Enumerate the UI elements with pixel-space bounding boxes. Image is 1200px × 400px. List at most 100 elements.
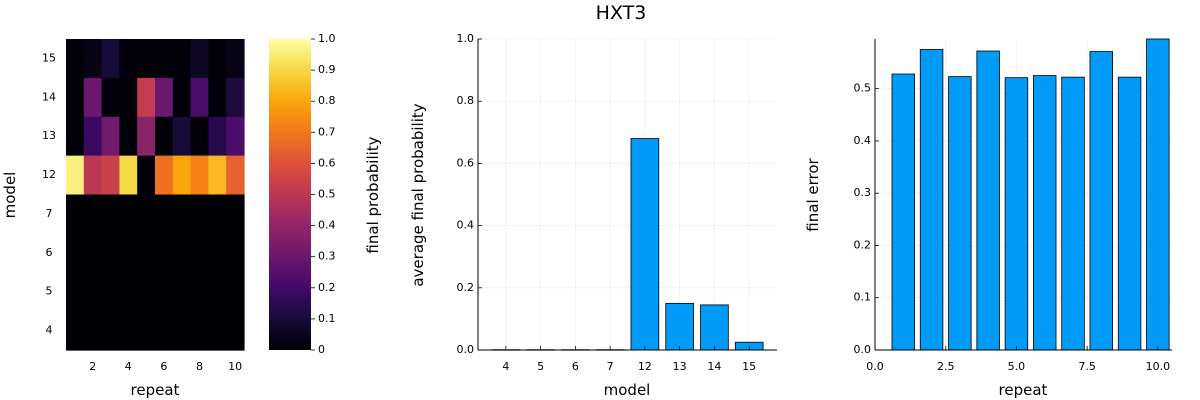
heatmap-cell [101,77,120,118]
model-bar [700,304,729,351]
heatmap-cell [66,39,85,79]
heatmap-cell [208,233,227,273]
heatmap-cell [119,233,138,273]
heatmap-cell [172,194,192,234]
model-bar-x-tick-label: 14 [707,360,721,373]
heatmap-y-axis-label: model [1,172,19,219]
heatmap-cell [119,77,138,118]
colorbar-tick-label: 1.0 [318,32,336,45]
heatmap-x-tick-label: 6 [160,360,167,373]
heatmap-cell [155,39,174,79]
model-bar-x-tick-label: 7 [607,360,614,373]
heatmap-y-tick-label: 4 [46,324,53,337]
heatmap-cell [137,116,156,157]
heatmap-cell [137,194,156,234]
heatmap-cell [66,233,85,273]
heatmap-cell [190,39,209,79]
model-bar-x-tick-label: 6 [572,360,579,373]
heatmap-cell [83,233,103,273]
heatmap-cell [101,194,120,234]
colorbar-tick-label: 0.5 [318,188,336,201]
heatmap-cell [190,233,209,273]
model-bar [630,138,660,351]
heatmap-cell [137,155,156,196]
heatmap-cell [208,77,227,118]
heatmap-cell [66,116,85,157]
heatmap-cell [155,116,174,157]
heatmap-y-tick-label: 14 [42,90,56,103]
model-bar-y-tick-label: 1.0 [457,32,475,45]
heatmap-cell [190,311,209,351]
repeat-bar [891,73,916,351]
heatmap-cell [172,233,192,273]
heatmap-cell [208,311,227,351]
repeat-bar-x-tick-label: 5.0 [1008,360,1026,373]
heatmap-cell [226,194,245,234]
repeat-bar-y-tick-label: 0.5 [854,82,872,95]
heatmap-cell [83,39,103,79]
heatmap-y-tick-label: 12 [42,168,56,181]
model-bar-x-tick-label: 4 [502,360,509,373]
heatmap-cell [190,272,209,312]
repeat-bar-axes: 0.0 0.1 0.2 0.3 0.4 0.5 0.0 2.5 5.0 7.5 10.0 [854,39,1172,373]
heatmap-cell [83,77,103,118]
model-bar-y-tick-label: 0.0 [457,343,475,356]
heatmap-cell [137,233,156,273]
colorbar-tick-label: 0.3 [318,250,336,263]
heatmap-cell [190,77,209,118]
repeat-bars [891,38,1170,351]
repeat-bar-x-tick-label: 10.0 [1146,360,1171,373]
repeat-bar-y-tick-label: 0.1 [854,291,872,304]
model-bar-y-tick-label: 0.4 [457,219,475,232]
heatmap-cell [101,39,120,79]
heatmap-cell [119,116,138,157]
heatmap-cell [101,233,120,273]
model-bar-panel: 0.0 0.2 0.4 0.6 0.8 1.0 4 5 6 7 12 13 14 15 model ave… [409,32,777,399]
colorbar-tick-label: 0.6 [318,156,336,169]
heatmap-cell [172,272,192,312]
heatmap-cell [226,272,245,312]
repeat-bar-x-tick-label: 2.5 [937,360,955,373]
repeat-bar [1061,76,1085,351]
heatmap-y-tick-label: 13 [42,129,56,142]
heatmap-cell [66,311,85,351]
heatmap-cell [155,155,174,196]
heatmap-cell [208,194,227,234]
repeat-bar [1089,51,1114,351]
heatmap-y-tick-label: 15 [42,51,56,64]
model-bar-x-tick-label: 15 [742,360,756,373]
model-bar-x-tick-label: 13 [673,360,687,373]
model-bar-y-tick-label: 0.2 [457,281,475,294]
heatmap-cell [155,311,174,351]
heatmap-cells [66,39,245,351]
heatmap-ticks: 15 14 13 12 7 6 5 4 2 4 6 8 10 [42,51,242,373]
heatmap-x-tick-label: 4 [125,360,132,373]
repeat-bar [1146,38,1170,351]
heatmap-cell [66,272,85,312]
heatmap-cell [172,77,192,118]
heatmap-cell [101,272,120,312]
heatmap-cell [119,155,138,196]
repeat-bar-y-tick-label: 0.2 [854,238,872,251]
heatmap-cell [190,116,209,157]
heatmap-cell [83,311,103,351]
heatmap-cell [155,77,174,118]
heatmap-cell [137,39,156,79]
repeat-bar-y-tick-label: 0.0 [854,343,872,356]
model-bar-y-tick-label: 0.8 [457,94,475,107]
repeat-bar [1117,76,1142,351]
colorbar-tick-label: 0.4 [318,219,336,232]
repeat-bar [948,76,972,351]
colorbar-label: final probability [364,136,382,253]
heatmap-cell [83,194,103,234]
heatmap-x-axis-label: repeat [131,381,180,399]
repeat-bar-x-axis-label: repeat [999,381,1048,399]
repeat-bar-panel: 0.0 0.1 0.2 0.3 0.4 0.5 0.0 2.5 5.0 7.5 10.0 repea… [804,38,1172,399]
repeat-bar-y-tick-label: 0.3 [854,186,872,199]
repeat-bar-x-tick-label: 0.0 [866,360,884,373]
repeat-bar-x-tick-label: 7.5 [1078,360,1096,373]
heatmap-cell [208,39,227,79]
heatmap-cell [208,272,227,312]
heatmap-cell [119,194,138,234]
repeat-bar [919,49,944,351]
